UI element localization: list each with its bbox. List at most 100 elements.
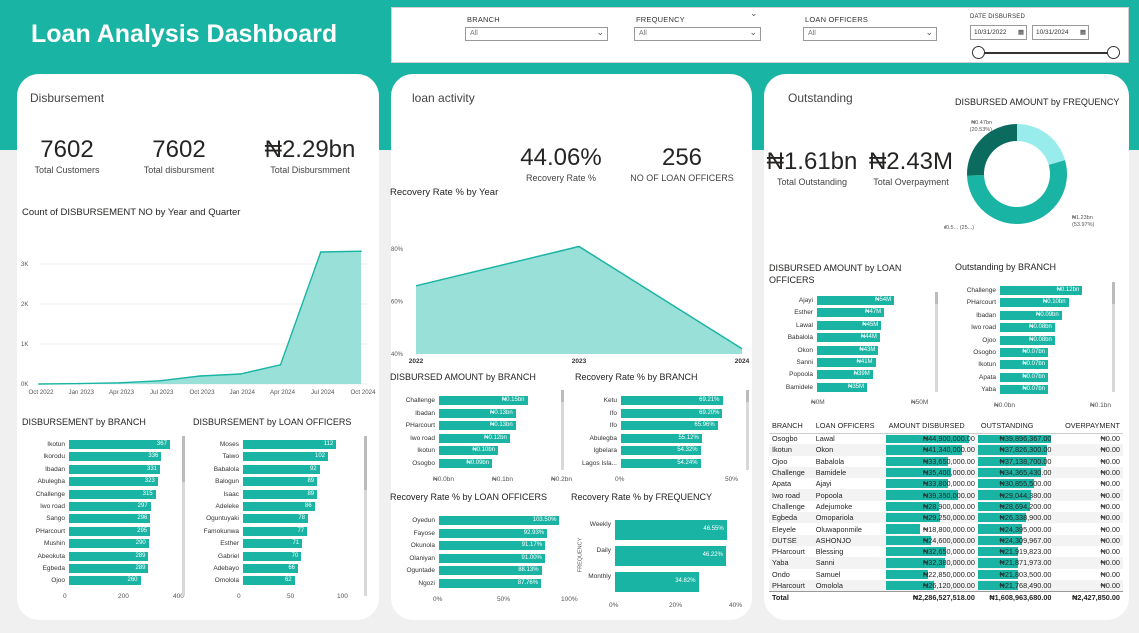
bar-row[interactable]: Okunola 91.17%: [411, 541, 567, 551]
bar-row[interactable]: Apata ₦0.07bn: [979, 372, 1096, 382]
bar[interactable]: ₦0.08bn: [1000, 335, 1055, 345]
bar-row[interactable]: Mushin 290: [44, 539, 179, 549]
bar[interactable]: 54.32%: [621, 446, 701, 456]
bar-row[interactable]: Ibadan ₦0.09bn: [976, 310, 1096, 320]
bar-row[interactable]: Igbelara 54.32%: [594, 446, 731, 456]
bar-row[interactable]: Adebayo 66: [213, 564, 343, 573]
bar-row[interactable]: PHarcourt ₦0.10bn: [967, 298, 1096, 308]
bar[interactable]: ₦45M: [817, 320, 882, 330]
bar[interactable]: 46.22%: [615, 546, 726, 566]
bar[interactable]: 65.96%: [621, 421, 718, 431]
data-point[interactable]: [239, 373, 242, 375]
bar-row[interactable]: Abeokuta 289: [38, 551, 179, 561]
bar[interactable]: 315: [69, 489, 156, 499]
bar-row[interactable]: Weekly 46.55%: [590, 520, 735, 540]
scrollbar[interactable]: [182, 436, 185, 596]
bar[interactable]: ₦0.10bn: [439, 446, 498, 456]
bar-row[interactable]: Lawal ₦45M: [796, 320, 917, 330]
bar[interactable]: 91.00%: [439, 553, 545, 563]
scrollbar[interactable]: [364, 436, 367, 596]
bar[interactable]: 34.82%: [615, 572, 699, 592]
bar[interactable]: 289: [69, 551, 149, 561]
bar[interactable]: 62: [243, 576, 295, 586]
bar[interactable]: ₦0.08bn: [1000, 323, 1055, 333]
bar[interactable]: 71: [243, 539, 303, 549]
bar-row[interactable]: Oyedun 103.50%: [412, 516, 567, 525]
table-row[interactable]: Challenge Adejumoke ₦28,900,000.00 ₦28,694,…: [769, 501, 1123, 512]
bar-row[interactable]: Balogun 89: [215, 477, 343, 487]
bar[interactable]: ₦0.09bn: [439, 459, 493, 468]
bar[interactable]: 69.21%: [621, 396, 723, 405]
bar-row[interactable]: Ikotun ₦0.07bn: [978, 360, 1096, 370]
table-row[interactable]: Eleyele Oluwaponmile ₦18,800,000.00 ₦24,395…: [769, 523, 1123, 534]
bar-row[interactable]: Adeleke 86: [216, 502, 343, 511]
bar[interactable]: 112: [243, 440, 337, 449]
table-row[interactable]: Egbeda Omopariola ₦29,250,000.00 ₦26,338,90…: [769, 512, 1123, 524]
bar-row[interactable]: Abulegba 323: [38, 477, 179, 487]
bar-row[interactable]: Ngozi 87.76%: [418, 579, 567, 588]
data-point[interactable]: [38, 383, 40, 385]
bar-row[interactable]: Isaac 89: [223, 489, 343, 499]
table-row[interactable]: Osogbo Lawal ₦44,900,000.00 ₦39,896,367.00 ₦…: [769, 433, 1123, 444]
column-header[interactable]: OVERPAYMENT: [1054, 419, 1123, 434]
column-header[interactable]: LOAN OFFICERS: [812, 419, 886, 434]
frequency-slicer-dropdown[interactable]: All ⌄: [634, 27, 761, 41]
bar-row[interactable]: Osogbo ₦0.07bn: [973, 348, 1096, 357]
data-point[interactable]: [78, 382, 81, 385]
bar-row[interactable]: Lagos Isla... 54.24%: [582, 459, 731, 468]
donut-slice[interactable]: [967, 124, 1017, 176]
bar[interactable]: ₦39M: [817, 370, 873, 380]
table-row[interactable]: DUTSE ASHONJO ₦24,600,000.00 ₦24,309,967.00…: [769, 534, 1123, 546]
bar[interactable]: 77: [243, 526, 308, 536]
bar-row[interactable]: Daily 46.22%: [597, 546, 735, 566]
bar[interactable]: ₦47M: [817, 308, 885, 318]
bar[interactable]: 92: [243, 464, 320, 474]
bar-row[interactable]: Ketu 69.21%: [604, 396, 731, 405]
table-row[interactable]: Ikotun Okon ₦41,340,000.00 ₦37,826,300.00 ₦0…: [769, 444, 1123, 456]
bar-row[interactable]: Iwo road ₦0.08bn: [971, 323, 1096, 333]
bar[interactable]: 297: [69, 502, 151, 511]
column-header[interactable]: OUTSTANDING: [977, 419, 1055, 434]
bar[interactable]: 103.50%: [439, 516, 560, 525]
bar-row[interactable]: Babalola 92: [214, 464, 343, 474]
scrollbar[interactable]: [1112, 282, 1115, 392]
bar-row[interactable]: Moses 112: [220, 440, 343, 449]
bar[interactable]: 323: [69, 477, 158, 487]
scrollbar[interactable]: [935, 292, 938, 392]
bar-row[interactable]: Famokunwa 77: [204, 526, 343, 536]
column-header[interactable]: AMOUNT DISBURSED: [885, 419, 978, 434]
bar-row[interactable]: Challenge ₦0.12bn: [967, 286, 1096, 295]
data-point[interactable]: [158, 380, 161, 382]
bar[interactable]: 290: [69, 539, 149, 549]
date-range-end-handle[interactable]: [1107, 46, 1120, 59]
data-point[interactable]: [279, 364, 282, 366]
bar[interactable]: ₦0.09bn: [1000, 310, 1062, 320]
bar[interactable]: 89: [243, 477, 318, 487]
donut-slice[interactable]: [1017, 124, 1066, 165]
bar[interactable]: ₦44M: [817, 333, 880, 343]
bar-row[interactable]: Ojoo 260: [51, 576, 179, 586]
bar[interactable]: 296: [69, 514, 151, 524]
bar-row[interactable]: Oguntade 88.13%: [406, 566, 567, 576]
bar[interactable]: 66: [243, 564, 298, 573]
bar-row[interactable]: Egbeda 289: [43, 564, 179, 573]
table-row[interactable]: PHarcourt Blessing ₦32,650,000.00 ₦21,919,8…: [769, 546, 1123, 557]
bar-row[interactable]: Ibadan 331: [45, 464, 179, 474]
bar-row[interactable]: Ifo 69.20%: [610, 408, 731, 418]
table-row[interactable]: Challenge Bamidele ₦35,400,000.00 ₦34,365,4…: [769, 466, 1123, 479]
date-start-input[interactable]: 10/31/2022 ▦: [970, 25, 1027, 40]
scrollbar[interactable]: [746, 390, 749, 470]
bar[interactable]: ₦0.07bn: [1000, 360, 1048, 370]
bar[interactable]: ₦0.07bn: [1000, 372, 1048, 382]
bar-row[interactable]: Okon ₦43M: [797, 345, 917, 355]
bar[interactable]: 260: [69, 576, 141, 586]
bar[interactable]: 70: [243, 551, 302, 561]
bar-row[interactable]: Gabriel 70: [218, 551, 343, 561]
bar[interactable]: ₦54M: [817, 296, 895, 305]
bar[interactable]: ₦35M: [817, 382, 867, 392]
bar-row[interactable]: Yaba ₦0.07bn: [981, 385, 1096, 395]
bar-row[interactable]: Sango 296: [46, 514, 179, 524]
bar-row[interactable]: Monthly 34.82%: [588, 572, 735, 592]
data-point[interactable]: [118, 382, 121, 384]
donut-slice[interactable]: [967, 160, 1067, 225]
